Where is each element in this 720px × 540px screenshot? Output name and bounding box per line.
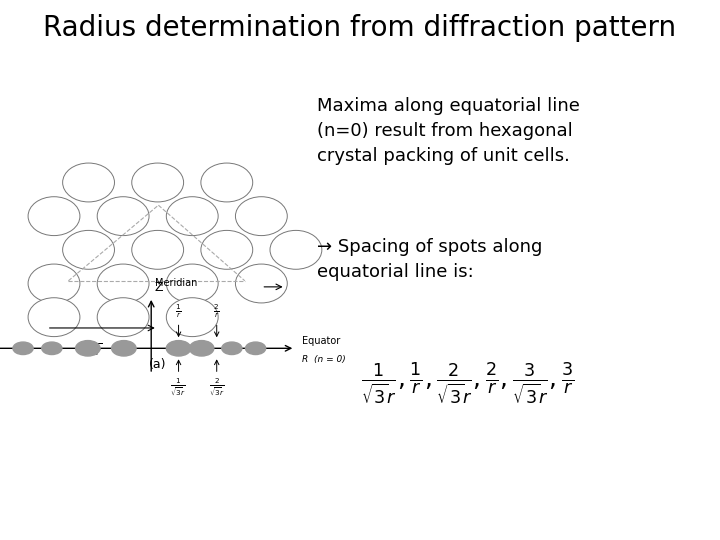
Text: $\frac{1}{\sqrt{3}r}$: $\frac{1}{\sqrt{3}r}$	[171, 376, 186, 399]
Circle shape	[166, 298, 218, 336]
Circle shape	[201, 231, 253, 269]
Circle shape	[132, 163, 184, 202]
Text: Meridian: Meridian	[155, 278, 197, 288]
Circle shape	[28, 197, 80, 235]
Ellipse shape	[246, 342, 266, 355]
Text: Radius determination from diffraction pattern: Radius determination from diffraction pa…	[43, 14, 677, 42]
Ellipse shape	[76, 341, 100, 356]
Text: → Spacing of spots along
equatorial line is:: → Spacing of spots along equatorial line…	[317, 238, 542, 281]
Circle shape	[63, 163, 114, 202]
Ellipse shape	[166, 341, 191, 356]
Ellipse shape	[112, 341, 136, 356]
Text: $\frac{1}{r}$: $\frac{1}{r}$	[175, 302, 182, 320]
Text: Z: Z	[155, 281, 163, 294]
Text: Equator: Equator	[302, 335, 341, 346]
Circle shape	[28, 298, 80, 336]
Circle shape	[132, 231, 184, 269]
Ellipse shape	[13, 342, 33, 355]
Text: (a): (a)	[149, 357, 166, 370]
Circle shape	[28, 264, 80, 303]
Text: $\sqrt{3r}$: $\sqrt{3r}$	[82, 341, 102, 358]
Circle shape	[97, 197, 149, 235]
Circle shape	[97, 264, 149, 303]
Text: $\frac{2}{\sqrt{3}r}$: $\frac{2}{\sqrt{3}r}$	[209, 376, 225, 399]
Circle shape	[63, 231, 114, 269]
Circle shape	[166, 197, 218, 235]
Ellipse shape	[42, 342, 62, 355]
Circle shape	[235, 264, 287, 303]
Text: Maxima along equatorial line
(n=0) result from hexagonal
crystal packing of unit: Maxima along equatorial line (n=0) resul…	[317, 97, 580, 165]
Circle shape	[235, 197, 287, 235]
Circle shape	[270, 231, 322, 269]
Circle shape	[166, 264, 218, 303]
Text: $\frac{1}{\sqrt{3}r},\frac{1}{r},\frac{2}{\sqrt{3}r},\frac{2}{r},\frac{3}{\sqrt{: $\frac{1}{\sqrt{3}r},\frac{1}{r},\frac{2…	[361, 362, 575, 407]
Text: $\frac{2}{r}$: $\frac{2}{r}$	[213, 302, 220, 320]
Ellipse shape	[222, 342, 242, 355]
Ellipse shape	[189, 341, 214, 356]
Circle shape	[97, 298, 149, 336]
Circle shape	[201, 163, 253, 202]
Text: R  (n = 0): R (n = 0)	[302, 355, 346, 364]
